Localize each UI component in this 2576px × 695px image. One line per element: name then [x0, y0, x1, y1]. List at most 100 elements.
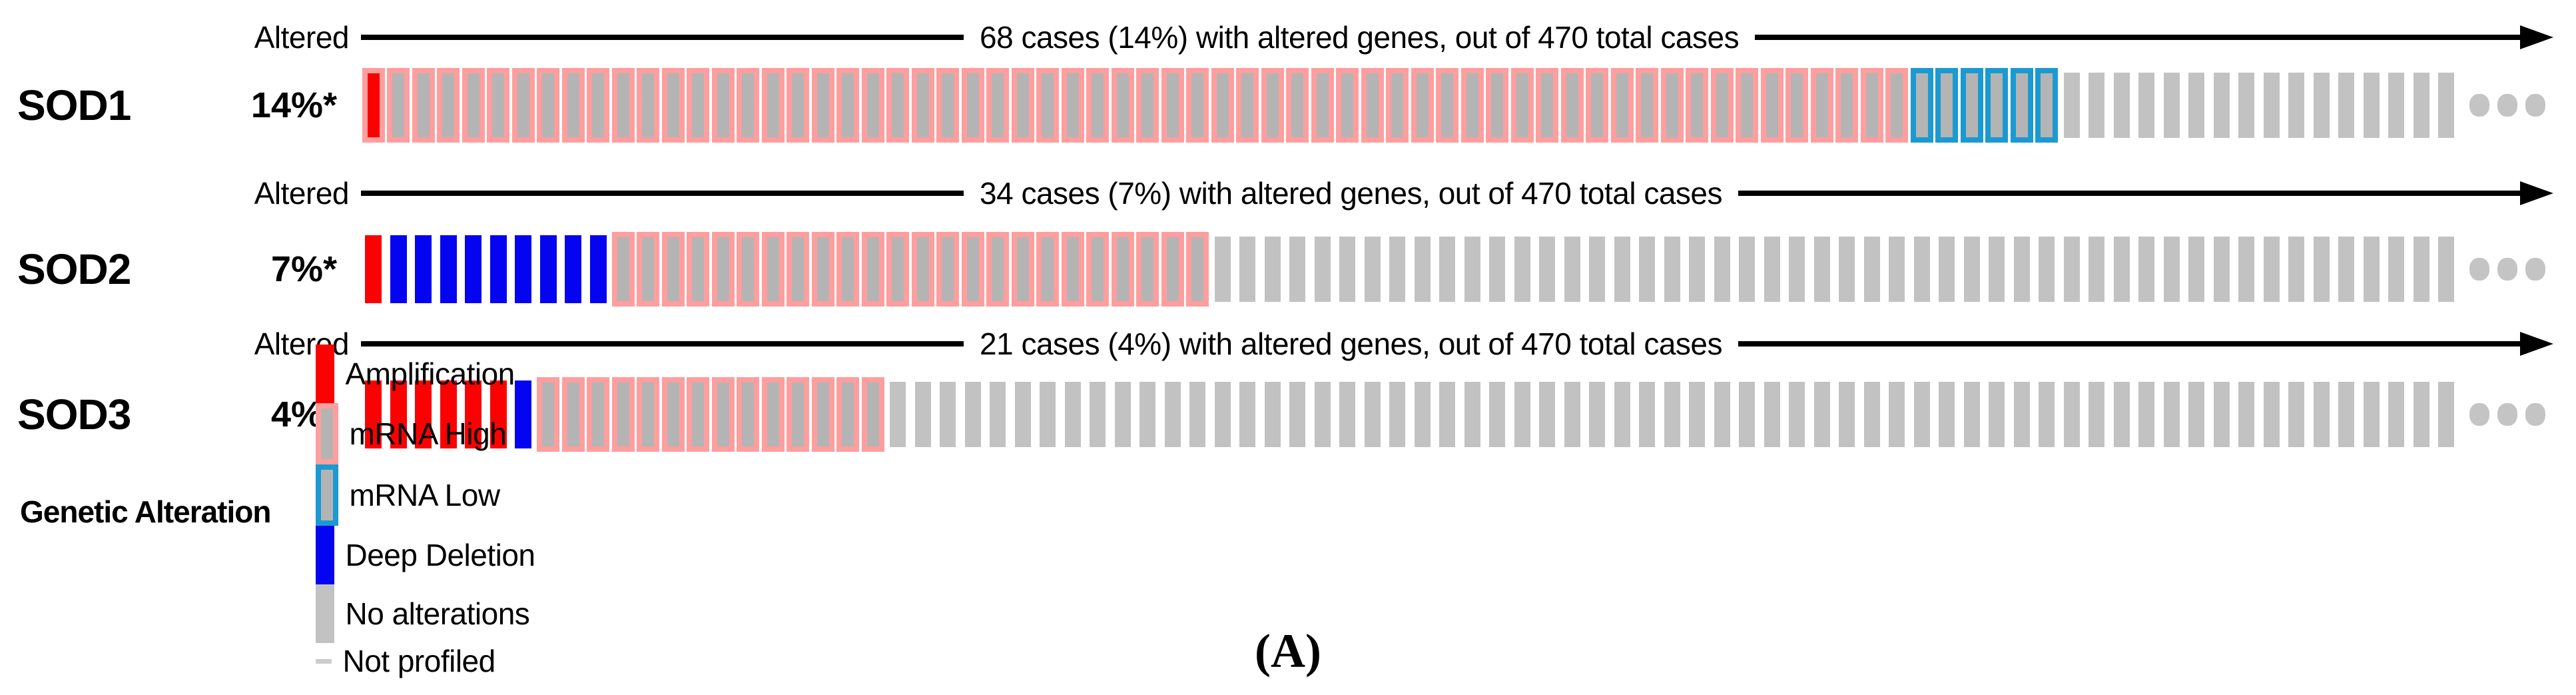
oncoprint-cell-mrna-high [1086, 231, 1111, 308]
no-alteration-bar [1939, 237, 1955, 302]
oncoprint-cell-none [2259, 231, 2284, 308]
no-alteration-bar [1389, 382, 1406, 447]
mrna-high-bar [1411, 68, 1434, 143]
oncoprint-row-sod3 [361, 376, 2553, 453]
no-alteration-bar [914, 382, 931, 447]
oncoprint-cell-none [2234, 231, 2260, 308]
no-alteration-bar [1314, 237, 1331, 302]
mrna-high-bar [1586, 68, 1609, 143]
oncoprint-cell-none [1859, 231, 1885, 308]
oncoprint-cell-mrna-low [1909, 67, 1935, 144]
arrow-line-left [361, 191, 964, 196]
deep-deletion-bar [465, 235, 482, 303]
amplification-bar [316, 345, 335, 403]
oncoprint-cell-none [2309, 231, 2334, 308]
mrna-high-bar [1011, 68, 1034, 143]
oncoprint-cell-none [2284, 376, 2310, 453]
no-alteration-bar [2089, 237, 2105, 302]
mrna-high-bar [1760, 68, 1783, 143]
no-alteration-bar [2388, 73, 2405, 138]
legend-item-amp: Amplification [316, 345, 535, 403]
oncoprint-cell-none [2359, 231, 2384, 308]
mrna-high-bar [587, 377, 610, 452]
no-alteration-bar [1464, 382, 1480, 447]
mrna-high-bar [961, 232, 984, 307]
oncoprint-cell-none [1909, 376, 1935, 453]
mrna-high-bar [637, 232, 660, 307]
mrna-high-bar [1286, 68, 1309, 143]
oncoprint-cell-mrna-low [2009, 67, 2035, 144]
no-alteration-bar [1664, 382, 1680, 447]
altered-label: Altered [254, 20, 350, 55]
oncoprint-cell-mrna-high [661, 231, 686, 308]
ellipsis-dot [2469, 258, 2489, 281]
mrna-high-bar [1011, 232, 1034, 307]
oncoprint-cell-mrna-high [1086, 67, 1111, 144]
oncoprint-cell-mrna-high [886, 231, 911, 308]
no-alteration-bar [2039, 237, 2055, 302]
oncoprint-cell-none [1460, 376, 1485, 453]
no-alteration-bar [1264, 382, 1281, 447]
legend-item-deep-del: Deep Deletion [316, 526, 535, 584]
no-alteration-bar [2238, 73, 2255, 138]
cell-strip [361, 231, 2459, 308]
legend-item-mrna-high: mRNA High [316, 403, 535, 464]
oncoprint-cell-none [2284, 67, 2310, 144]
oncoprint-cell-mrna-high [761, 376, 786, 453]
oncoprint-cell-mrna-high [1385, 67, 1411, 144]
oncoprint-cell-amp [386, 376, 412, 453]
oncoprint-cell-mrna-high [786, 376, 811, 453]
oncoprint-cell-mrna-high [611, 376, 636, 453]
mrna-high-bar [1111, 68, 1134, 143]
mrna-high-bar [936, 232, 960, 307]
mrna-high-bar [886, 232, 910, 307]
oncoprint-cell-none [1285, 231, 1311, 308]
mrna-high-bar [1111, 232, 1134, 307]
mrna-high-bar [1211, 68, 1234, 143]
oncoprint-cell-mrna-high [761, 231, 786, 308]
mrna-high-bar [687, 68, 710, 143]
oncoprint-cell-mrna-high [1360, 67, 1385, 144]
mrna-high-bar [587, 68, 610, 143]
oncoprint-cell-mrna-low [2035, 67, 2060, 144]
arrow-line-left [361, 341, 964, 347]
no-alteration-bar [1514, 237, 1530, 302]
mrna-high-bar [886, 68, 910, 143]
deep-deletion-bar [440, 235, 457, 303]
mrna-high-bar [1736, 68, 1759, 143]
oncoprint-cell-none [1835, 231, 1860, 308]
oncoprint-cell-none [1385, 231, 1411, 308]
oncoprint-cell-mrna-high [461, 67, 486, 144]
oncoprint-cell-none [1660, 231, 1685, 308]
oncoprint-cell-mrna-high [836, 67, 861, 144]
mrna-high-bar [986, 68, 1010, 143]
no-alteration-bar [1264, 237, 1281, 302]
mrna-high-bar [611, 232, 635, 307]
no-alteration-bar [1863, 382, 1880, 447]
no-alteration-bar [2013, 237, 2030, 302]
no-alteration-bar [1489, 382, 1506, 447]
no-alteration-bar [2213, 382, 2230, 447]
oncoprint-cell-none [1735, 231, 1760, 308]
no-alteration-bar [1664, 237, 1680, 302]
mrna-high-bar [1061, 68, 1084, 143]
mrna-high-bar [412, 68, 435, 143]
oncoprint-cell-none [1535, 231, 1560, 308]
no-alteration-bar [2288, 73, 2305, 138]
no-alteration-bar [1439, 237, 1456, 302]
no-alteration-bar [2163, 237, 2180, 302]
mrna-high-bar [787, 377, 810, 452]
ellipsis-dot [2497, 258, 2517, 281]
no-alteration-bar [1364, 237, 1381, 302]
no-alteration-bar [1539, 237, 1556, 302]
oncoprint-cell-mrna-high [1110, 67, 1135, 144]
oncoprint-cell-mrna-high [686, 376, 711, 453]
oncoprint-cell-mrna-high [736, 231, 761, 308]
oncoprint-cell-none [2259, 376, 2284, 453]
no-alteration-bar [2388, 237, 2405, 302]
mrna-high-bar [836, 377, 860, 452]
oncoprint-cell-none [2134, 376, 2160, 453]
mrna-high-bar [611, 377, 635, 452]
no-alteration-bar [2188, 382, 2205, 447]
mrna-low-bar [1910, 68, 1933, 143]
